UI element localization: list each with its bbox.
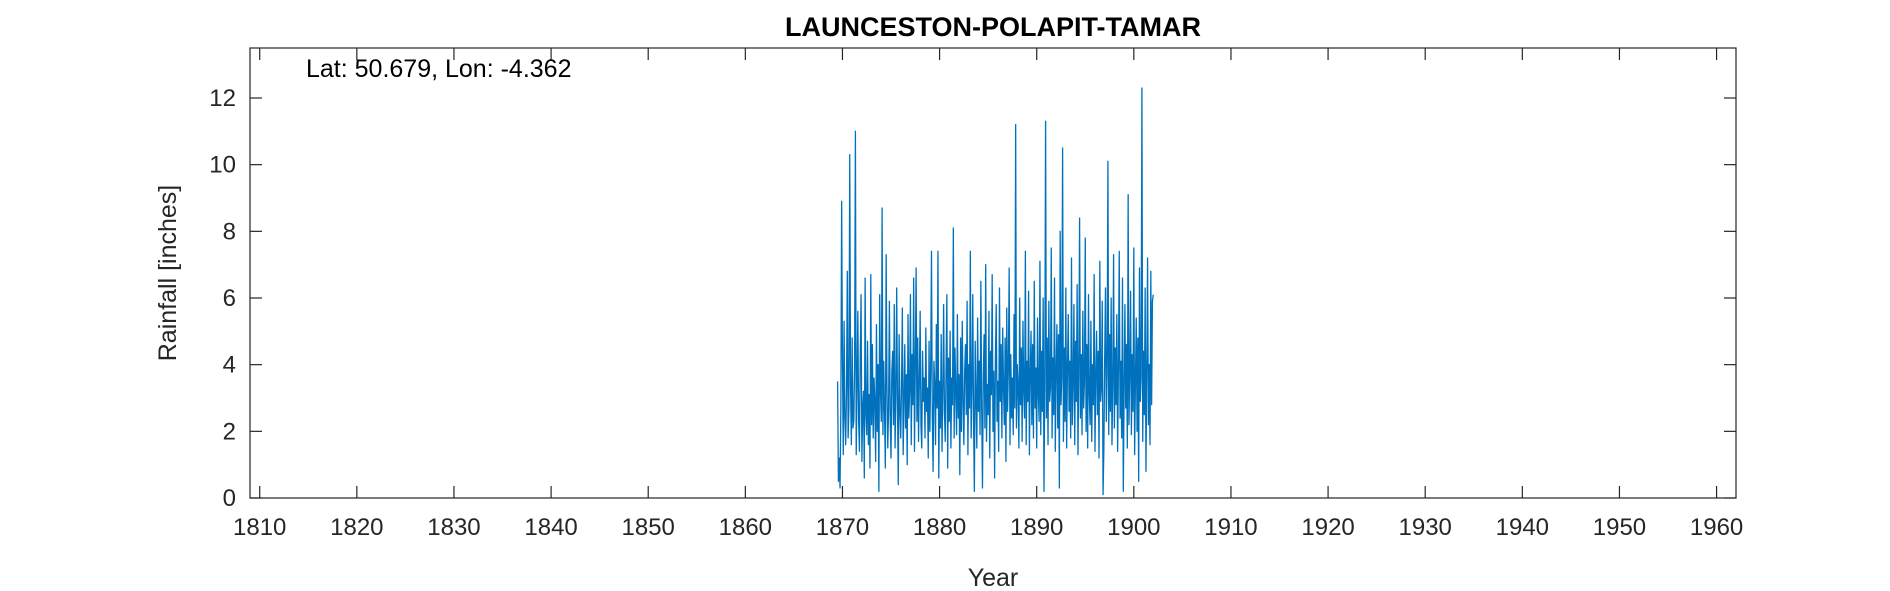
x-axis-label: Year <box>968 564 1019 591</box>
y-tick-label: 2 <box>223 418 236 445</box>
y-axis-ticks: 0 2 4 6 8 10 12 <box>209 85 1736 512</box>
x-tick-label: 1930 <box>1399 514 1452 541</box>
y-tick-label: 6 <box>223 285 236 312</box>
x-tick-label: 1820 <box>330 514 383 541</box>
y-tick-label: 4 <box>223 352 236 379</box>
x-tick-label: 1960 <box>1690 514 1743 541</box>
x-tick-label: 1920 <box>1301 514 1354 541</box>
x-tick-label: 1840 <box>524 514 577 541</box>
y-tick-label: 12 <box>209 85 236 112</box>
x-axis-ticks: 1810 1820 1830 1840 1850 1860 1870 1880 1890 1900… <box>233 48 1743 541</box>
coordinates-annotation: Lat: 50.679, Lon: -4.362 <box>306 55 572 83</box>
y-tick-label: 0 <box>223 485 236 512</box>
x-tick-label: 1900 <box>1107 514 1160 541</box>
x-tick-label: 1870 <box>816 514 869 541</box>
y-tick-label: 10 <box>209 152 236 179</box>
series-layer <box>836 87 1154 496</box>
y-axis-label: Rainfall [inches] <box>154 185 182 361</box>
x-tick-label: 1950 <box>1593 514 1646 541</box>
y-tick-label: 8 <box>223 218 236 245</box>
x-tick-label: 1910 <box>1204 514 1257 541</box>
x-tick-label: 1880 <box>913 514 966 541</box>
x-tick-label: 1940 <box>1496 514 1549 541</box>
chart-title: LAUNCESTON-POLAPIT-TAMAR <box>785 12 1201 42</box>
x-tick-label: 1890 <box>1010 514 1063 541</box>
x-tick-label: 1830 <box>427 514 480 541</box>
rainfall-series-line <box>836 87 1154 496</box>
x-tick-label: 1860 <box>719 514 772 541</box>
axes-frame <box>249 47 1737 499</box>
x-tick-label: 1850 <box>622 514 675 541</box>
axes-box <box>249 47 1737 499</box>
x-tick-label: 1810 <box>233 514 286 541</box>
